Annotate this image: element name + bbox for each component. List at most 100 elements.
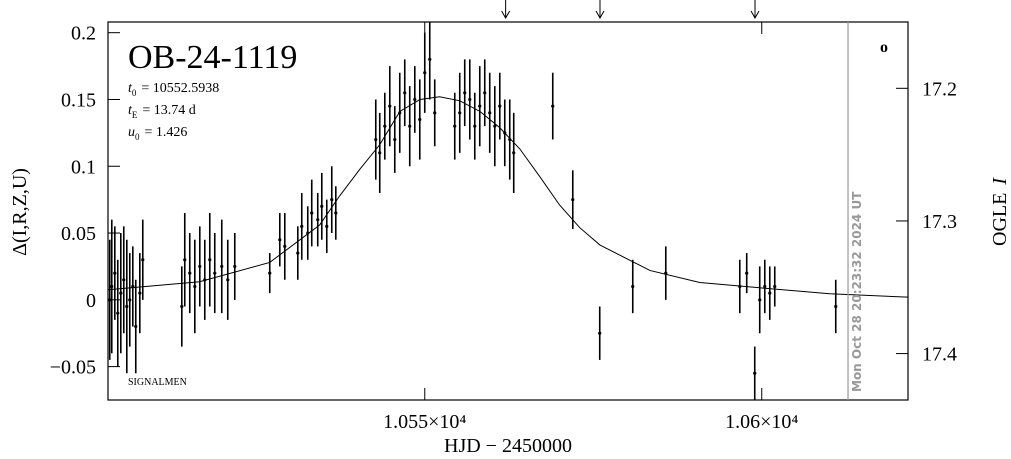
- y-tick-label: 0: [86, 290, 96, 312]
- data-point: [300, 224, 304, 228]
- parameter-subscript: 0: [135, 132, 140, 142]
- y-tick-label: 0.1: [71, 156, 96, 178]
- data-point: [283, 244, 287, 248]
- x-tick-label: 1.055×10⁴: [383, 411, 466, 433]
- data-point: [408, 124, 412, 128]
- data-point: [138, 291, 142, 295]
- time-arrow: [501, 0, 511, 20]
- parameter-symbol: u: [128, 125, 135, 140]
- data-point: [468, 97, 472, 102]
- y-axis-label: Δ(I,R,Z,U): [9, 168, 31, 256]
- x-axis-label: HJD − 2450000: [444, 435, 572, 457]
- data-point: [388, 104, 392, 108]
- parameter-subscript: E: [132, 110, 138, 120]
- data-point: [310, 211, 314, 215]
- parameter-text: = 10552.5938: [141, 81, 219, 96]
- data-point: [125, 304, 129, 309]
- parameter-symbol: t: [128, 81, 133, 96]
- data-point: [598, 331, 602, 335]
- y2-axis-label-var: I: [989, 177, 1011, 186]
- y-tick-label: 0.05: [61, 223, 96, 245]
- data-point: [334, 211, 338, 215]
- chart-title: OB-24-1119: [128, 39, 297, 76]
- data-point: [571, 198, 575, 202]
- y2-tick-label: 17.4: [922, 344, 957, 366]
- y2-axis-label: OGLE I: [989, 177, 1011, 246]
- parameter: tE = 13.74 d: [128, 103, 196, 120]
- data-point: [393, 137, 397, 142]
- y2-tick-label: 17.2: [922, 78, 957, 100]
- data-point: [458, 111, 462, 115]
- data-point: [233, 264, 237, 269]
- data-point: [122, 278, 126, 282]
- plot-frame: [107, 21, 909, 401]
- parameter-symbol: t: [128, 103, 133, 118]
- data-point: [110, 284, 114, 289]
- y-tick-label: −0.05: [50, 357, 96, 379]
- x-tick-label: 1.06×10⁴: [725, 411, 798, 433]
- data-point: [423, 71, 427, 75]
- data-point: [478, 104, 482, 108]
- data-point: [418, 117, 422, 122]
- data-point: [278, 238, 282, 242]
- data-point: [473, 124, 477, 128]
- data-point: [512, 151, 516, 155]
- data-point: [128, 298, 132, 302]
- y2-tick-label: 17.3: [922, 211, 957, 233]
- data-point: [116, 311, 120, 315]
- data-point: [631, 284, 635, 289]
- y-tick-label: 0.2: [71, 23, 96, 45]
- data-point: [753, 371, 757, 375]
- parameter-text: = 1.426: [145, 125, 188, 140]
- credit: SIGNALMEN: [128, 377, 187, 388]
- parameter-text: = 13.74 d: [142, 103, 195, 118]
- data-point: [193, 284, 197, 289]
- data-point: [113, 271, 117, 275]
- data-point: [213, 271, 217, 275]
- data-point: [183, 258, 187, 262]
- parameter: u0 = 1.426: [128, 125, 187, 142]
- data-point: [188, 271, 192, 275]
- data-point: [141, 258, 145, 262]
- data-point: [403, 91, 407, 95]
- data-point: [296, 251, 300, 255]
- data-point: [325, 224, 329, 228]
- model-curve: [108, 96, 908, 298]
- data-point: [488, 111, 492, 115]
- parameter: t0 = 10552.5938: [128, 81, 219, 98]
- data-point: [493, 124, 497, 128]
- data-point: [745, 271, 749, 275]
- time-arrow: [750, 0, 760, 20]
- data-point: [758, 298, 762, 302]
- data-point: [320, 204, 324, 208]
- data-point: [198, 264, 202, 269]
- corner-symbol: o: [880, 39, 888, 56]
- data-point: [413, 97, 417, 102]
- time-arrow: [595, 0, 605, 20]
- data-point: [119, 291, 123, 295]
- data-point: [453, 124, 457, 128]
- plot-area: [108, 22, 908, 400]
- data-point: [551, 104, 555, 108]
- timestamp: Mon Oct 28 20:23:32 2024 UT: [850, 191, 864, 392]
- data-point: [316, 218, 320, 222]
- data-point: [226, 278, 230, 282]
- parameter-subscript: 0: [132, 88, 137, 98]
- data-point: [220, 264, 224, 269]
- data-point: [463, 91, 467, 95]
- data-point: [763, 284, 767, 289]
- data-point: [208, 258, 212, 262]
- data-point: [330, 198, 334, 202]
- data-point: [428, 57, 432, 61]
- data-point: [483, 91, 487, 95]
- data-point: [498, 104, 502, 108]
- data-point: [768, 291, 772, 295]
- data-point: [383, 124, 387, 128]
- y2-axis-label-text: OGLE: [989, 193, 1011, 246]
- data-point: [378, 151, 382, 155]
- y-tick-label: 0.15: [61, 89, 96, 111]
- data-point: [773, 284, 777, 289]
